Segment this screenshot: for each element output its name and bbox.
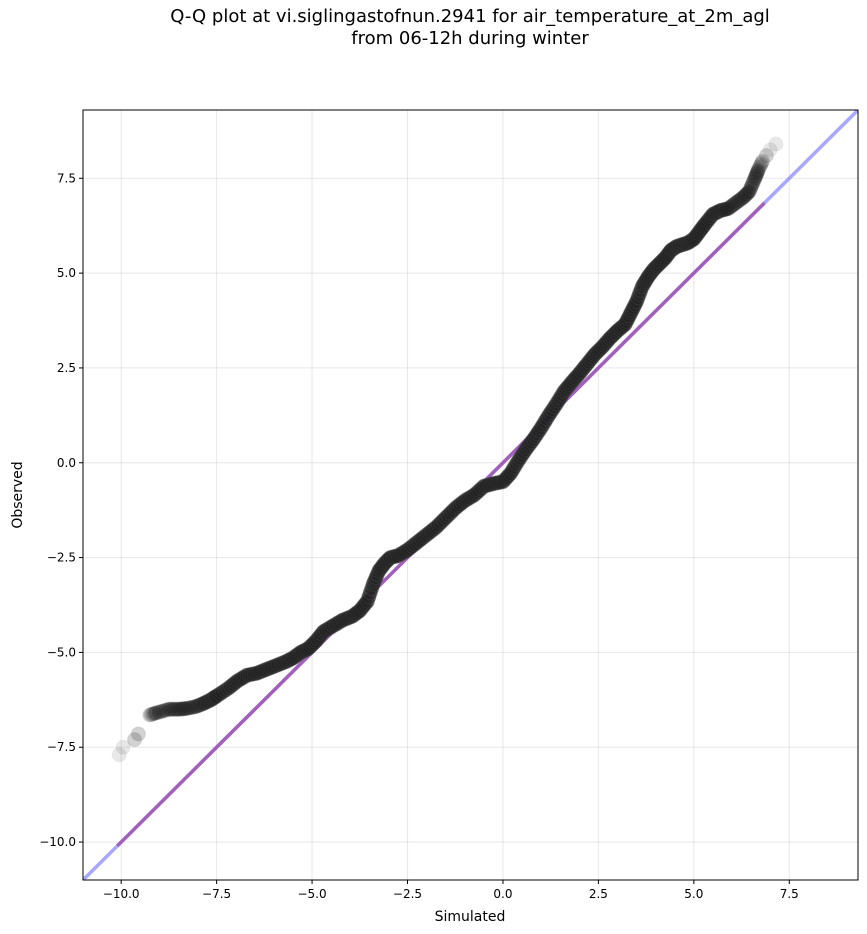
x-tick-label: 5.0	[684, 887, 703, 901]
chart-title: Q-Q plot at vi.siglingastofnun.2941 for …	[0, 6, 867, 50]
chart-title-line1: Q-Q plot at vi.siglingastofnun.2941 for …	[170, 6, 770, 27]
quantile-point	[172, 701, 188, 717]
x-tick-label: −7.5	[202, 887, 231, 901]
quantile-point	[730, 194, 746, 210]
quantile-point	[748, 168, 764, 184]
quantile-point	[755, 153, 771, 169]
quantile-point	[720, 201, 736, 217]
x-axis: −10.0 −7.5 −5.0 −2.5 0.0 2.5 5.0 7.5	[103, 880, 799, 901]
quantile-point	[166, 701, 182, 717]
quantile-point	[161, 701, 177, 717]
quantile-point	[143, 707, 159, 723]
quantile-point	[732, 192, 748, 208]
quantile-point	[726, 196, 742, 212]
x-tick-label: 7.5	[780, 887, 799, 901]
quantile-point	[154, 703, 170, 719]
quantile-point	[722, 199, 738, 215]
quantile-point	[718, 201, 734, 217]
y-tick-label: −10.0	[39, 835, 76, 849]
quantile-point	[744, 177, 760, 193]
quantile-point	[111, 747, 127, 763]
quantile-point	[130, 726, 146, 742]
quantile-point	[752, 159, 768, 175]
quantile-point	[743, 180, 759, 196]
quantile-point	[762, 142, 778, 158]
quantile-point	[738, 186, 754, 202]
y-tick-label: 7.5	[57, 171, 76, 185]
x-tick-label: −5.0	[297, 887, 326, 901]
chart-title-line2: from 06-12h during winter	[351, 28, 589, 49]
quantile-point	[728, 195, 744, 211]
quantile-point	[724, 198, 740, 214]
quantile-point	[158, 702, 174, 718]
quantile-point	[747, 170, 763, 186]
quantile-point	[146, 706, 162, 722]
quantile-point	[174, 701, 190, 717]
quantile-point	[768, 136, 784, 152]
quantile-points	[111, 136, 784, 763]
y-tick-label: 2.5	[57, 361, 76, 375]
y-tick-label: 0.0	[57, 456, 76, 470]
y-axis: −10.0 −7.5 −5.0 −2.5 0.0 2.5 5.0 7.5	[39, 171, 83, 849]
quantile-point	[737, 188, 753, 204]
quantile-point	[170, 701, 186, 717]
quantile-point	[151, 704, 167, 720]
quantile-point	[115, 739, 131, 755]
x-tick-label: −2.5	[393, 887, 422, 901]
quantile-point	[178, 701, 194, 717]
x-tick-label: −10.0	[103, 887, 140, 901]
quantile-point	[148, 705, 164, 721]
quantile-point	[176, 701, 192, 717]
quantile-point	[734, 191, 750, 207]
y-tick-label: −2.5	[47, 551, 76, 565]
quantile-point	[741, 184, 757, 200]
x-axis-label: Simulated	[435, 909, 506, 925]
quantile-point	[168, 701, 184, 717]
plot-frame	[82, 109, 859, 881]
quantile-point	[145, 706, 161, 722]
quantile-point	[751, 161, 767, 177]
quantile-point	[127, 732, 143, 748]
quantile-point	[180, 700, 196, 716]
y-tick-label: 5.0	[57, 266, 76, 280]
quantile-point	[753, 157, 769, 173]
y-axis-label: Observed	[10, 461, 26, 528]
quantile-point	[749, 166, 765, 182]
quantile-point	[735, 189, 751, 205]
quantile-point	[142, 707, 158, 723]
quantile-point	[740, 185, 756, 201]
quantile-point	[745, 174, 761, 190]
grid-lines	[83, 110, 858, 880]
x-tick-label: 0.0	[493, 887, 512, 901]
quantile-point	[750, 163, 766, 179]
y-tick-label: −7.5	[47, 740, 76, 754]
quantile-point	[754, 155, 770, 171]
quantile-point	[163, 701, 179, 717]
x-tick-label: 2.5	[589, 887, 608, 901]
quantile-point	[758, 148, 774, 164]
y-tick-label: −5.0	[47, 645, 76, 659]
